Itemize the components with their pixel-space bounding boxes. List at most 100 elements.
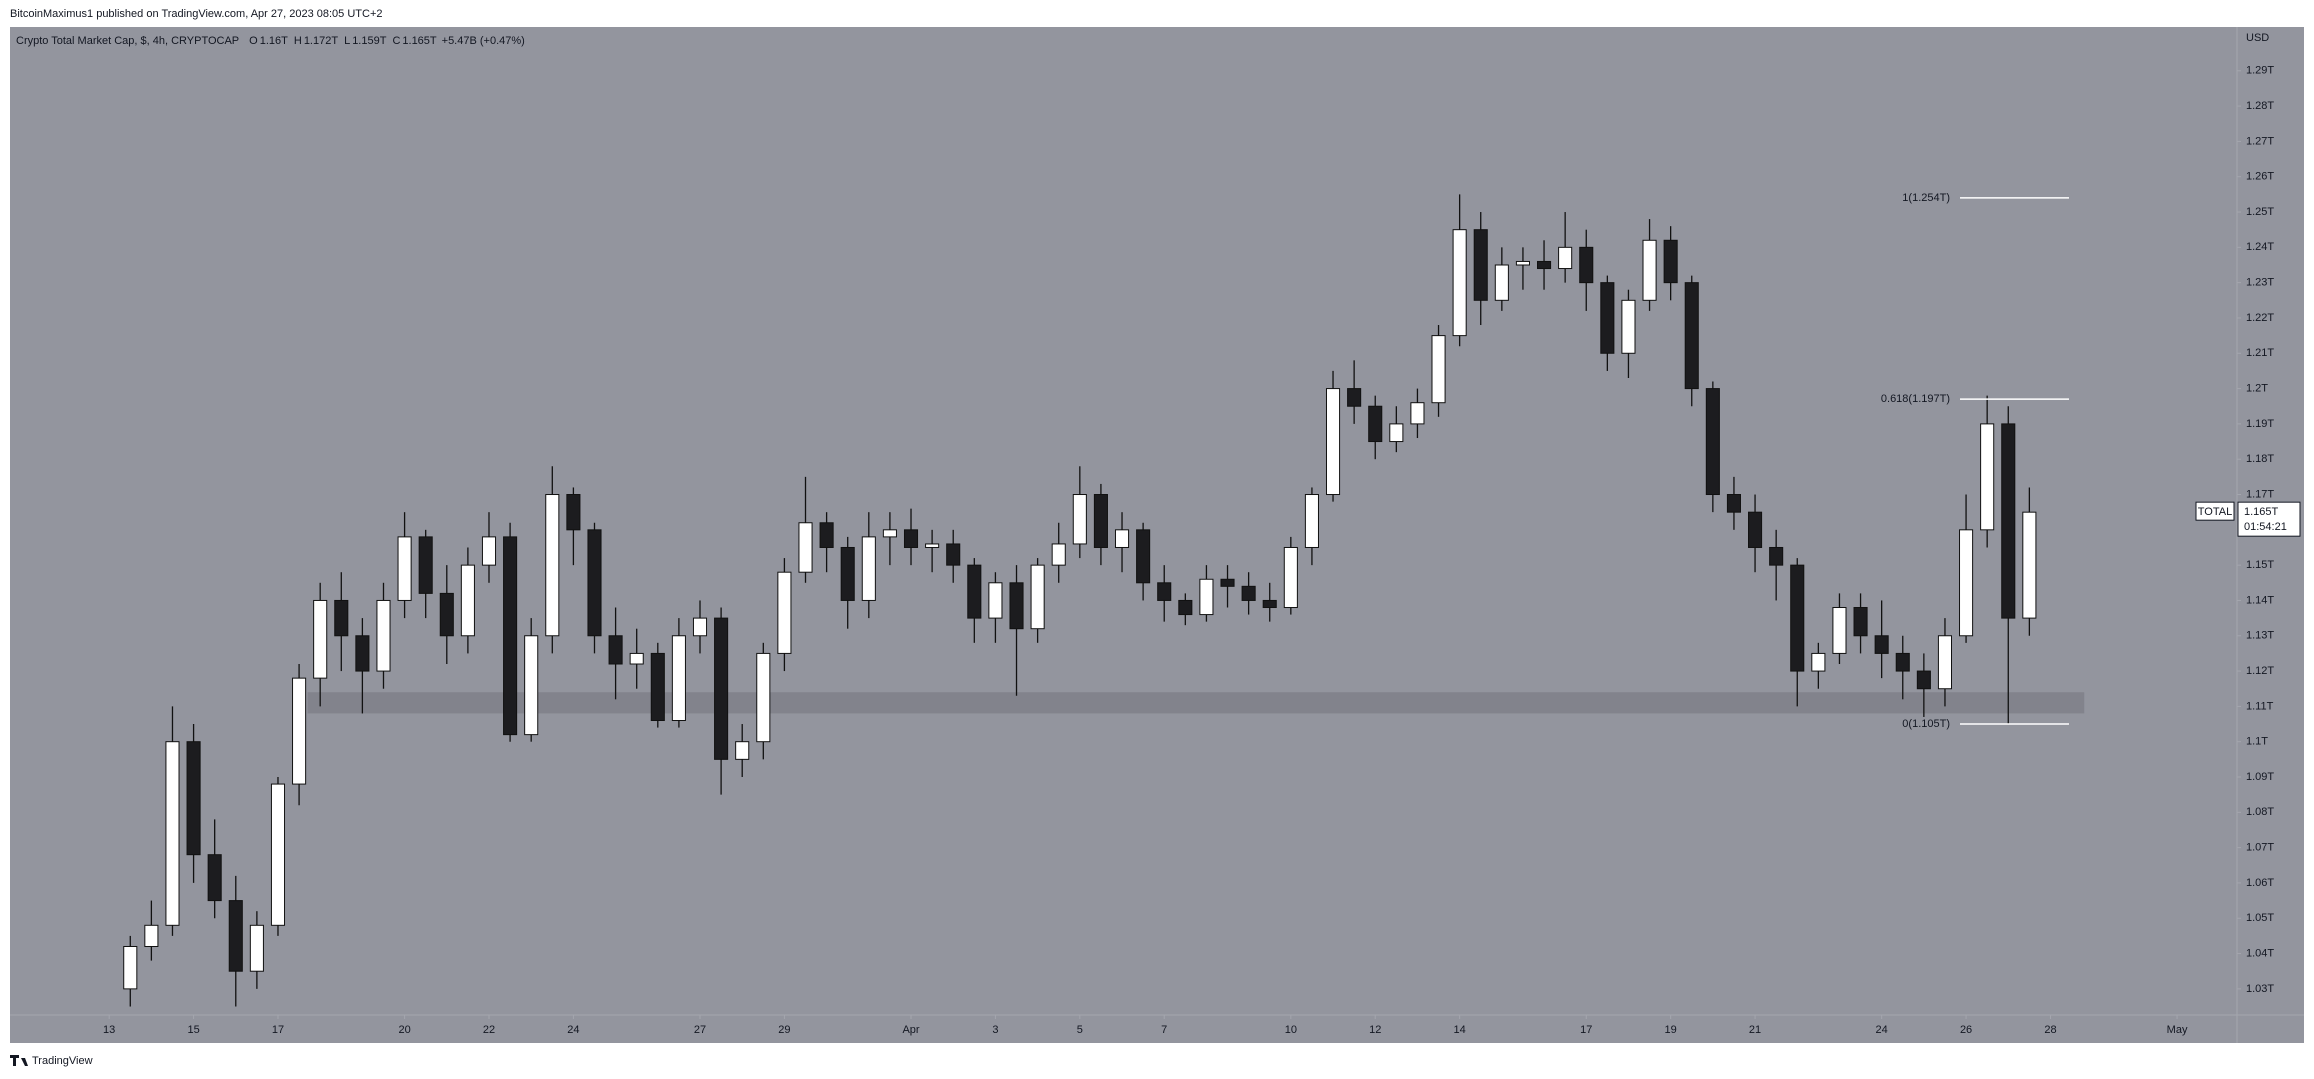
symbol-tag: TOTAL xyxy=(2198,506,2232,518)
y-tick-label: 1.06T xyxy=(2246,877,2274,889)
candle-body-up xyxy=(1811,652,1826,672)
legend-value: 1.172T xyxy=(304,35,339,47)
x-tick-label: 12 xyxy=(1369,1024,1381,1036)
currency-label: USD xyxy=(2246,32,2269,44)
candle-body-up xyxy=(1051,543,1066,566)
candle-body-down xyxy=(2001,423,2016,619)
y-tick-label: 1.07T xyxy=(2246,842,2274,854)
x-tick-label: 20 xyxy=(398,1024,410,1036)
x-tick-label: 15 xyxy=(187,1024,199,1036)
candle-body-up xyxy=(1114,529,1130,548)
candle-body-up xyxy=(249,924,264,972)
candle-body-down xyxy=(1579,246,1594,284)
x-tick-label: 26 xyxy=(1960,1024,1972,1036)
x-tick-label: 24 xyxy=(1876,1024,1888,1036)
candle-body-down xyxy=(1705,388,1720,496)
candle-body-up xyxy=(925,543,940,548)
y-tick-label: 1.23T xyxy=(2246,277,2274,289)
price-tag-countdown: 01:54:21 xyxy=(2244,521,2287,533)
candle-body-down xyxy=(186,741,201,856)
candle-body-up xyxy=(1515,260,1530,266)
candle-body-up xyxy=(1832,607,1847,654)
candle-body-down xyxy=(1262,599,1277,609)
legend-key: L xyxy=(344,35,350,47)
candle-body-down xyxy=(207,854,222,902)
watermark-text: TradingView xyxy=(32,1055,93,1067)
candle-body-down xyxy=(1220,578,1235,587)
candle-body-down xyxy=(1241,585,1256,601)
y-tick-label: 1.12T xyxy=(2246,665,2274,677)
x-tick-label: Apr xyxy=(902,1024,919,1036)
x-tick-label: 5 xyxy=(1077,1024,1083,1036)
candle-body-up xyxy=(777,571,792,654)
candle-body-up xyxy=(1410,402,1425,425)
candle-body-up xyxy=(481,536,497,566)
candle-body-up xyxy=(882,529,897,538)
candle-body-up xyxy=(1642,239,1657,301)
y-tick-label: 1.17T xyxy=(2246,488,2274,500)
candle-body-up xyxy=(376,599,391,672)
candle-body-up xyxy=(1072,494,1087,545)
watermark-logo xyxy=(10,1055,28,1066)
candle-body-up xyxy=(1621,299,1636,354)
candle-body-down xyxy=(1157,582,1172,601)
candle-body-down xyxy=(1769,546,1784,566)
x-tick-label: 10 xyxy=(1285,1024,1297,1036)
y-tick-label: 1.29T xyxy=(2246,65,2274,77)
legend-key: O xyxy=(249,35,258,47)
candle-body-down xyxy=(1093,494,1108,548)
candle-body-up xyxy=(1389,423,1404,443)
legend-value: 1.165T xyxy=(402,35,437,47)
candle-body-down xyxy=(566,494,581,531)
x-tick-label: 19 xyxy=(1665,1024,1677,1036)
candle-body-up xyxy=(397,536,412,601)
candle-body-up xyxy=(671,635,686,722)
y-tick-label: 1.15T xyxy=(2246,559,2274,571)
candle-body-up xyxy=(460,564,475,637)
y-tick-label: 1.27T xyxy=(2246,135,2274,147)
x-tick-label: 29 xyxy=(778,1024,790,1036)
y-tick-label: 1.24T xyxy=(2246,241,2274,253)
candle-body-down xyxy=(1537,260,1552,270)
y-tick-label: 1.21T xyxy=(2246,347,2274,359)
legend-key: H xyxy=(294,35,302,47)
candle-body-down xyxy=(1009,582,1024,630)
x-tick-label: 17 xyxy=(1580,1024,1592,1036)
candle-body-up xyxy=(1494,264,1509,301)
x-tick-label: 22 xyxy=(483,1024,495,1036)
candle-body-down xyxy=(228,900,243,972)
price-tag-box xyxy=(2237,501,2301,537)
x-tick-label: 7 xyxy=(1161,1024,1167,1036)
candle-body-up xyxy=(165,741,180,926)
candle-body-down xyxy=(967,564,982,619)
y-tick-label: 1.28T xyxy=(2246,100,2274,112)
candle-body-up xyxy=(1030,564,1045,630)
chart-background xyxy=(10,27,2304,1043)
candle-body-down xyxy=(1368,405,1383,443)
fib-label: 0.618(1.197T) xyxy=(1881,393,1950,405)
candle-body-down xyxy=(418,536,433,594)
x-tick-label: 14 xyxy=(1454,1024,1466,1036)
candle-body-down xyxy=(1895,652,1910,672)
candle-body-down xyxy=(587,529,602,637)
candle-body-down xyxy=(1916,670,1931,690)
y-tick-label: 1.18T xyxy=(2246,453,2274,465)
y-tick-label: 1.22T xyxy=(2246,312,2274,324)
fib-label: 1(1.254T) xyxy=(1902,192,1950,204)
symbol-tag-box xyxy=(2195,501,2235,521)
candle-body-down xyxy=(1684,282,1699,390)
candle-body-up xyxy=(1959,529,1974,637)
candle-body-down xyxy=(1726,494,1741,513)
candle-body-down xyxy=(503,536,518,736)
candle-body-up xyxy=(144,924,159,947)
candle-body-down xyxy=(903,529,919,548)
y-tick-label: 1.1T xyxy=(2246,736,2268,748)
y-tick-label: 1.09T xyxy=(2246,771,2274,783)
candle-body-down xyxy=(1853,607,1868,637)
candle-body-up xyxy=(1304,494,1319,548)
x-tick-label: 28 xyxy=(2044,1024,2056,1036)
legend-title: Crypto Total Market Cap, $, 4h, CRYPTOCA… xyxy=(16,35,239,47)
x-tick-label: 3 xyxy=(992,1024,998,1036)
y-tick-label: 1.25T xyxy=(2246,206,2274,218)
